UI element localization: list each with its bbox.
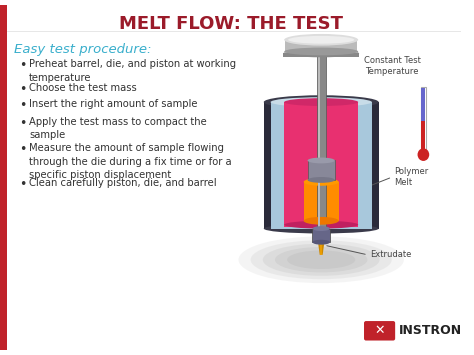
Text: •: •: [19, 143, 27, 156]
Ellipse shape: [308, 158, 335, 163]
Ellipse shape: [284, 221, 358, 229]
Bar: [421, 88, 425, 122]
Text: MELT FLOW: THE TEST: MELT FLOW: THE TEST: [118, 16, 343, 33]
Bar: [271, 102, 372, 229]
Text: •: •: [19, 178, 27, 191]
Ellipse shape: [284, 34, 358, 46]
Text: Constant Test
Temperature: Constant Test Temperature: [364, 56, 420, 76]
Bar: [320, 244, 322, 255]
Bar: [421, 87, 426, 151]
Ellipse shape: [238, 236, 404, 283]
Bar: [283, 53, 359, 57]
Ellipse shape: [312, 240, 330, 245]
Text: •: •: [19, 83, 27, 95]
Bar: [308, 160, 335, 180]
Text: Choose the test mass: Choose the test mass: [29, 83, 137, 93]
Ellipse shape: [312, 226, 330, 231]
Ellipse shape: [418, 148, 429, 161]
Ellipse shape: [304, 217, 339, 225]
Ellipse shape: [284, 98, 358, 106]
Text: INSTRON: INSTRON: [399, 324, 462, 337]
Text: ✕: ✕: [374, 324, 385, 337]
Bar: [285, 40, 357, 53]
Ellipse shape: [264, 224, 379, 234]
Ellipse shape: [308, 177, 335, 183]
Text: Extrudate: Extrudate: [370, 250, 411, 260]
Text: •: •: [19, 117, 27, 130]
Text: Easy test procedure:: Easy test procedure:: [14, 43, 151, 56]
Bar: [0, 5, 7, 350]
Ellipse shape: [284, 48, 358, 55]
Text: •: •: [19, 59, 27, 72]
Ellipse shape: [271, 97, 372, 107]
Text: Clean carefully piston, die, and barrel: Clean carefully piston, die, and barrel: [29, 178, 217, 188]
Ellipse shape: [263, 244, 380, 276]
Bar: [304, 182, 339, 221]
Ellipse shape: [275, 247, 367, 272]
Bar: [312, 229, 330, 242]
Ellipse shape: [264, 95, 379, 109]
Text: Polymer
Melt: Polymer Melt: [394, 167, 428, 187]
Text: •: •: [19, 99, 27, 112]
Text: Measure the amount of sample flowing
through the die during a fix time or for a
: Measure the amount of sample flowing thr…: [29, 143, 232, 180]
Bar: [421, 121, 425, 150]
Bar: [264, 102, 379, 229]
Ellipse shape: [251, 240, 392, 279]
Text: Preheat barrel, die, and piston at working
temperature: Preheat barrel, die, and piston at worki…: [29, 59, 237, 83]
Ellipse shape: [288, 36, 354, 44]
Text: Insert the right amount of sample: Insert the right amount of sample: [29, 99, 198, 109]
Ellipse shape: [304, 178, 339, 186]
Ellipse shape: [283, 49, 359, 57]
FancyBboxPatch shape: [364, 321, 395, 340]
Text: Apply the test mass to compact the
sample: Apply the test mass to compact the sampl…: [29, 117, 207, 140]
Polygon shape: [318, 244, 324, 255]
Bar: [318, 55, 320, 234]
Bar: [284, 102, 358, 226]
Bar: [317, 55, 326, 234]
Ellipse shape: [287, 251, 355, 269]
